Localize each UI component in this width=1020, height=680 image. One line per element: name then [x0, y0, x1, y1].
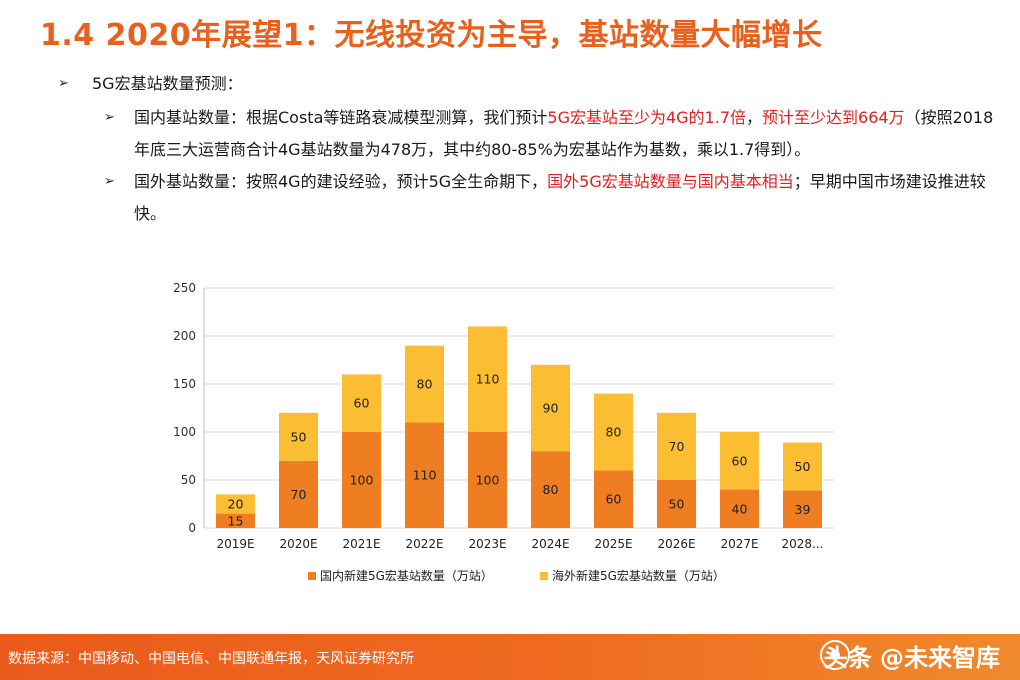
data-label: 20	[228, 497, 244, 512]
watermark-logo-icon	[820, 640, 850, 670]
domestic-text-3: （按照2018年底三大运营商合计4G基站数量为478万，其中约80-85%为宏基…	[134, 108, 994, 159]
bar-segment-domestic	[782, 490, 823, 528]
data-label: 60	[354, 396, 370, 411]
data-label: 39	[795, 502, 811, 517]
bar-segment-domestic	[215, 513, 256, 528]
x-tick-label: 2027E	[720, 537, 758, 551]
arrow-bullet-icon: ➢	[104, 174, 115, 189]
bar-segment-overseas	[719, 432, 760, 490]
bar-segment-domestic	[656, 480, 697, 528]
bullet-overseas: ➢ 国外基站数量：按照4G的建设经验，预计5G全生命期下，国外5G宏基站数量与国…	[104, 166, 1008, 230]
data-label: 100	[350, 473, 374, 488]
bullet-forecast-label: 5G宏基站数量预测：	[92, 74, 243, 93]
bar-segment-overseas	[593, 393, 634, 471]
data-label: 15	[228, 513, 244, 528]
data-label: 70	[669, 439, 685, 454]
x-tick-label: 2026E	[657, 537, 695, 551]
domestic-highlight-2: 预计至少达到664万	[762, 108, 905, 127]
x-tick-label: 2021E	[342, 537, 380, 551]
data-label: 50	[669, 497, 685, 512]
x-tick-label: 2028...	[782, 537, 824, 551]
domestic-highlight-1: 5G宏基站至少为4G的1.7倍	[547, 108, 746, 127]
footer-bar: 数据来源：中国移动、中国电信、中国联通年报，天风证券研究所 头条 @未来智库	[0, 634, 1020, 680]
arrow-bullet-icon: ➢	[58, 76, 69, 91]
bar-segment-domestic	[404, 422, 445, 528]
bar-segment-domestic	[341, 432, 382, 528]
bar-segment-domestic	[719, 489, 760, 528]
arrow-bullet-icon: ➢	[104, 110, 115, 125]
bar-segment-domestic	[530, 451, 571, 528]
data-label: 60	[732, 453, 748, 468]
data-label: 50	[291, 429, 307, 444]
data-label: 40	[732, 501, 748, 516]
legend-label: 海外新建5G宏基站数量（万站）	[552, 568, 725, 583]
legend-swatch	[308, 572, 316, 580]
bar-segment-domestic	[467, 432, 508, 528]
y-tick-label: 100	[173, 425, 196, 439]
y-tick-label: 0	[188, 521, 196, 535]
overseas-text-1: 国外基站数量：按照4G的建设经验，预计5G全生命期下，	[134, 172, 548, 191]
watermark-text: 头条 @未来智库	[823, 644, 1000, 672]
bar-segment-overseas	[782, 442, 823, 491]
data-label: 50	[795, 459, 811, 474]
bar-segment-overseas	[404, 345, 445, 423]
y-tick-label: 250	[173, 281, 196, 295]
x-tick-label: 2025E	[594, 537, 632, 551]
x-tick-label: 2022E	[405, 537, 443, 551]
y-tick-label: 50	[181, 473, 196, 487]
data-label: 110	[413, 468, 437, 483]
bar-segment-overseas	[341, 374, 382, 432]
source-note: 数据来源：中国移动、中国电信、中国联通年报，天风证券研究所	[8, 651, 414, 667]
bullet-domestic: ➢ 国内基站数量：根据Costa等链路衰减模型测算，我们预计5G宏基站至少为4G…	[104, 102, 1008, 166]
domestic-text-1: 国内基站数量：根据Costa等链路衰减模型测算，我们预计	[134, 108, 548, 127]
domestic-text-2: ，	[746, 108, 763, 127]
page-title: 1.4 2020年展望1：无线投资为主导，基站数量大幅增长	[40, 18, 823, 53]
data-label: 60	[606, 492, 622, 507]
bar-segment-overseas	[215, 494, 256, 514]
data-label: 80	[417, 377, 433, 392]
overseas-text-2: ；早期中国市场建设推进较快。	[134, 172, 986, 223]
data-label: 110	[476, 372, 500, 387]
bar-segment-overseas	[530, 364, 571, 452]
bar-segment-overseas	[278, 412, 319, 461]
overseas-highlight-1: 国外5G宏基站数量与国内基本相当	[547, 172, 794, 191]
x-tick-label: 2020E	[279, 537, 317, 551]
legend-swatch	[540, 572, 548, 580]
x-tick-label: 2019E	[216, 537, 254, 551]
bar-segment-overseas	[467, 326, 508, 432]
x-tick-label: 2024E	[531, 537, 569, 551]
bar-segment-overseas	[656, 412, 697, 480]
data-label: 100	[476, 473, 500, 488]
bullet-forecast: ➢ 5G宏基站数量预测：	[58, 72, 1008, 96]
data-label: 90	[543, 401, 559, 416]
data-label: 70	[291, 487, 307, 502]
x-tick-label: 2023E	[468, 537, 506, 551]
y-tick-label: 200	[173, 329, 196, 343]
bar-segment-domestic	[593, 470, 634, 528]
y-tick-label: 150	[173, 377, 196, 391]
legend-label: 国内新建5G宏基站数量（万站）	[320, 568, 493, 583]
data-label: 80	[543, 482, 559, 497]
bullet-list: ➢ 5G宏基站数量预测： ➢ 国内基站数量：根据Costa等链路衰减模型测算，我…	[58, 72, 1008, 230]
bar-segment-domestic	[278, 460, 319, 528]
data-label: 80	[606, 425, 622, 440]
